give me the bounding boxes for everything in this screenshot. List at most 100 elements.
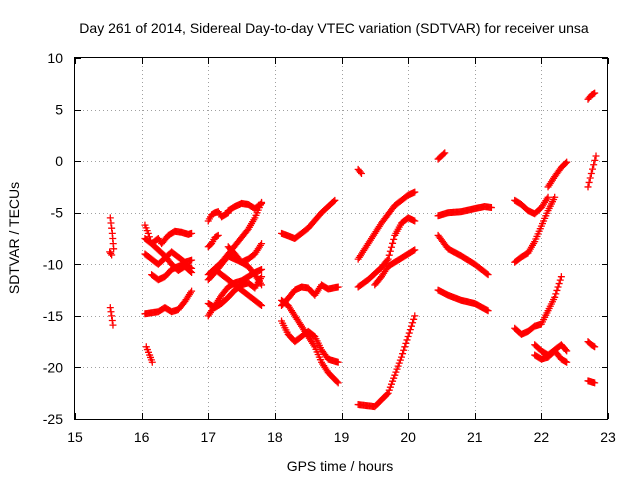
data-point [591, 379, 599, 387]
data-point [411, 217, 419, 225]
data-point [330, 197, 338, 205]
data-point [106, 214, 114, 222]
plot-frame [74, 57, 608, 420]
data-point [392, 368, 400, 376]
data-point [590, 342, 598, 350]
data-point [562, 159, 570, 167]
data-point [411, 188, 419, 196]
data-point [402, 339, 410, 347]
data-point [386, 383, 394, 391]
data-point [258, 302, 266, 310]
data-point [400, 346, 408, 354]
data-point [188, 229, 196, 237]
data-point [441, 149, 449, 157]
x-tick-label: 21 [467, 429, 483, 445]
data-point [592, 152, 600, 160]
data-point [188, 264, 196, 272]
data-point [590, 90, 598, 98]
data-point [107, 249, 115, 257]
data-point [188, 256, 196, 264]
data-point [385, 251, 393, 259]
data-point [389, 377, 397, 385]
data-point [393, 365, 401, 373]
data-point [107, 219, 115, 227]
data-point [552, 290, 560, 298]
data-point [404, 332, 412, 340]
data-point [411, 312, 419, 320]
data-point [357, 170, 365, 178]
data-point [383, 390, 391, 398]
x-tick-label: 22 [534, 429, 550, 445]
data-point [551, 193, 559, 201]
y-tick-label: -15 [43, 308, 63, 324]
data-point [333, 378, 341, 386]
data-point [401, 343, 409, 351]
data-point [410, 315, 418, 323]
data-point [584, 183, 592, 191]
data-point [258, 281, 266, 289]
data-point [108, 316, 116, 324]
y-tick-label: -10 [43, 256, 63, 272]
data-point [214, 231, 222, 239]
data-point [397, 353, 405, 361]
data-point [213, 232, 221, 240]
data-point [188, 287, 196, 295]
data-point [148, 358, 156, 366]
data-point [589, 165, 597, 173]
data-point [411, 246, 419, 254]
data-point [109, 321, 117, 329]
data-point [384, 389, 392, 397]
data-point [403, 336, 411, 344]
data-point [396, 356, 404, 364]
data-point [562, 346, 570, 354]
data-point [591, 89, 599, 97]
data-points [106, 89, 600, 411]
data-point [110, 245, 118, 253]
data-point [409, 319, 417, 327]
data-point [107, 308, 115, 316]
y-tick-label: -20 [43, 359, 63, 375]
y-tick-label: 0 [55, 153, 63, 169]
data-point [484, 307, 492, 315]
y-tick-label: -5 [51, 205, 64, 221]
data-point [407, 322, 415, 330]
data-point [406, 326, 414, 334]
data-point [591, 343, 599, 351]
data-point [108, 312, 116, 320]
data-point [554, 283, 562, 291]
data-point [563, 358, 571, 366]
x-axis-label: GPS time / hours [287, 458, 394, 474]
grid-lines [75, 58, 608, 419]
x-axis: 15 16 17 18 19 20 21 22 23 [67, 58, 616, 445]
data-point [556, 276, 564, 284]
data-point [389, 239, 397, 247]
data-point [383, 257, 391, 265]
x-tick-label: 20 [400, 429, 416, 445]
data-point [487, 204, 495, 212]
data-point [331, 196, 339, 204]
data-point [334, 379, 342, 387]
data-point [144, 229, 152, 237]
data-point [553, 286, 561, 294]
x-tick-label: 23 [600, 429, 616, 445]
data-point [483, 270, 491, 278]
data-point [395, 359, 403, 367]
data-point [563, 158, 571, 166]
data-point [258, 240, 266, 248]
y-tick-label: 10 [47, 50, 63, 66]
data-point [590, 161, 598, 169]
data-point [399, 350, 407, 358]
x-tick-label: 17 [200, 429, 216, 445]
data-point [391, 371, 399, 379]
data-point [387, 243, 395, 251]
y-axis: -25 -20 -15 -10 -5 0 5 10 [43, 50, 608, 427]
data-point [106, 304, 114, 312]
data-point [484, 271, 492, 279]
data-point [186, 264, 194, 272]
data-point [334, 358, 342, 366]
data-point [586, 174, 594, 182]
x-tick-label: 15 [67, 429, 83, 445]
data-point [334, 283, 342, 291]
data-point [544, 193, 552, 201]
